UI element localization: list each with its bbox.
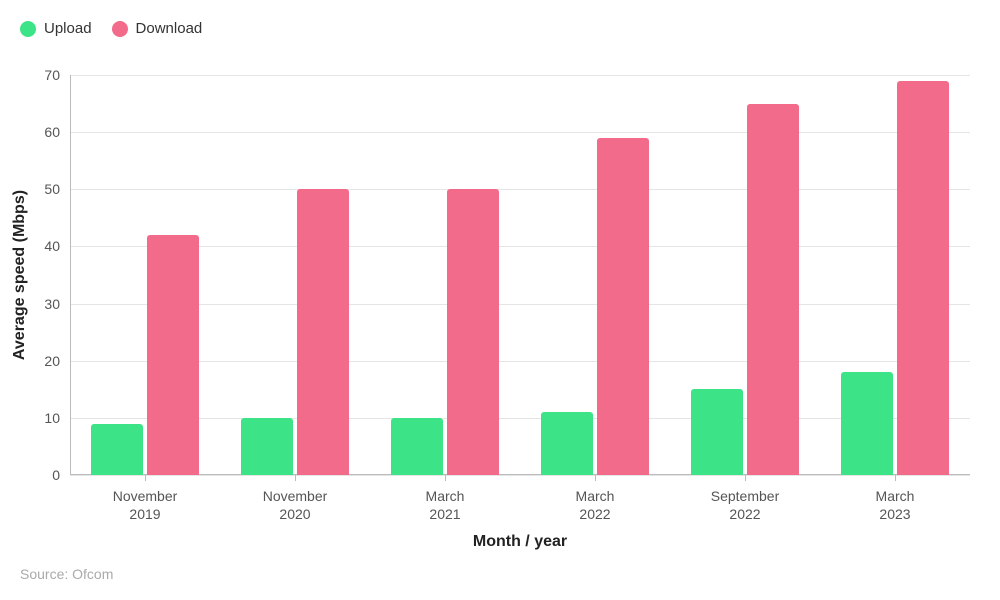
x-tick-mark <box>295 475 296 481</box>
bar-group: March 2023 <box>841 75 949 475</box>
legend-swatch <box>112 21 128 37</box>
plot-area: 010203040506070November 2019November 202… <box>70 75 970 475</box>
bar-group: March 2022 <box>541 75 649 475</box>
legend-item: Download <box>112 20 203 37</box>
bar-upload <box>391 418 443 475</box>
x-axis-label: Month / year <box>473 533 567 551</box>
bar-group: November 2020 <box>241 75 349 475</box>
y-axis-label: Average speed (Mbps) <box>11 190 29 360</box>
bar-download <box>747 104 799 475</box>
x-tick-label: March 2021 <box>426 487 465 523</box>
x-tick-label: November 2020 <box>263 487 328 523</box>
y-tick-label: 40 <box>44 238 60 254</box>
y-tick-label: 10 <box>44 410 60 426</box>
x-tick-label: March 2023 <box>876 487 915 523</box>
x-tick-label: March 2022 <box>576 487 615 523</box>
source-attribution: Source: Ofcom <box>20 566 113 582</box>
bar-download <box>297 189 349 475</box>
bar-upload <box>91 424 143 475</box>
bar-upload <box>841 372 893 475</box>
bar-upload <box>691 389 743 475</box>
x-tick-mark <box>745 475 746 481</box>
x-tick-label: September 2022 <box>711 487 779 523</box>
chart: 010203040506070November 2019November 202… <box>70 75 970 475</box>
bar-group: September 2022 <box>691 75 799 475</box>
bar-download <box>597 138 649 475</box>
x-tick-label: November 2019 <box>113 487 178 523</box>
y-tick-label: 70 <box>44 67 60 83</box>
gridline <box>70 475 970 476</box>
y-tick-label: 50 <box>44 181 60 197</box>
bar-download <box>447 189 499 475</box>
bar-upload <box>541 412 593 475</box>
legend-label: Download <box>136 20 203 37</box>
x-tick-mark <box>595 475 596 481</box>
legend-swatch <box>20 21 36 37</box>
x-tick-mark <box>895 475 896 481</box>
bar-group: March 2021 <box>391 75 499 475</box>
y-tick-label: 0 <box>52 467 60 483</box>
bar-group: November 2019 <box>91 75 199 475</box>
bar-download <box>897 81 949 475</box>
x-tick-mark <box>145 475 146 481</box>
bar-download <box>147 235 199 475</box>
legend-label: Upload <box>44 20 92 37</box>
bars-container: November 2019 November 2020 March 2021 Marc… <box>70 75 970 475</box>
x-tick-mark <box>445 475 446 481</box>
y-tick-label: 30 <box>44 296 60 312</box>
legend: Upload Download <box>20 20 202 37</box>
bar-upload <box>241 418 293 475</box>
legend-item: Upload <box>20 20 92 37</box>
y-tick-label: 20 <box>44 353 60 369</box>
y-tick-label: 60 <box>44 124 60 140</box>
